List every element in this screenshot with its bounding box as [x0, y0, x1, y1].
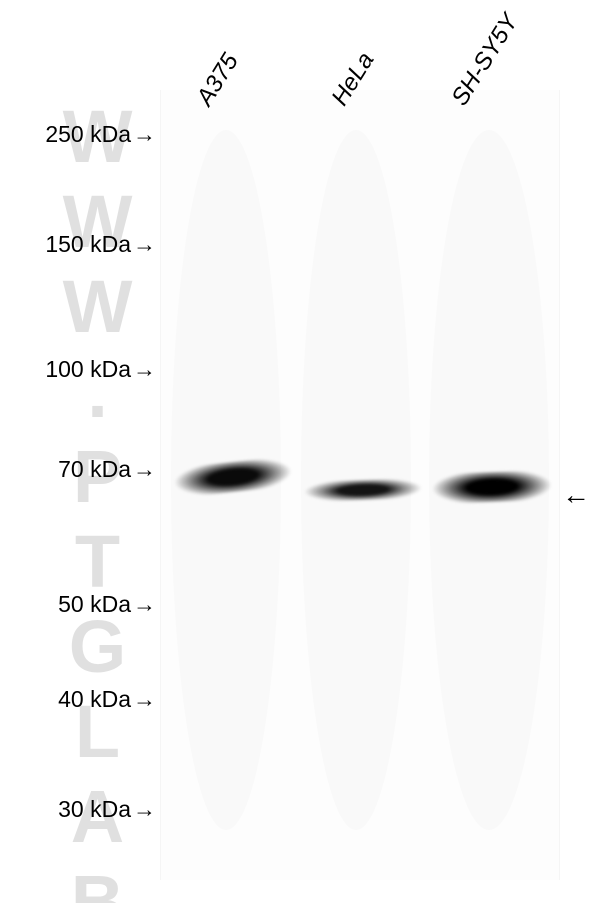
marker-arrow-icon: → [133, 796, 156, 823]
target-band-arrow: ← [562, 479, 590, 511]
marker-arrow-icon: → [133, 231, 156, 258]
marker-arrow-icon: → [133, 591, 156, 618]
marker-arrow-icon: → [133, 121, 156, 148]
marker-label: 30 kDa→ [58, 796, 156, 823]
marker-label: 40 kDa→ [58, 686, 156, 713]
marker-label: 100 kDa→ [45, 356, 156, 383]
watermark-text: WWW.PTGLAB.COM [55, 95, 140, 903]
marker-arrow-icon: → [133, 686, 156, 713]
marker-label: 70 kDa→ [58, 456, 156, 483]
wb-container: WWW.PTGLAB.COM A375 HeLa SH-SY5Y 250 kDa… [0, 0, 600, 903]
marker-arrow-icon: → [133, 456, 156, 483]
marker-label: 50 kDa→ [58, 591, 156, 618]
marker-label: 150 kDa→ [45, 231, 156, 258]
marker-label: 250 kDa→ [45, 121, 156, 148]
marker-arrow-icon: → [133, 356, 156, 383]
